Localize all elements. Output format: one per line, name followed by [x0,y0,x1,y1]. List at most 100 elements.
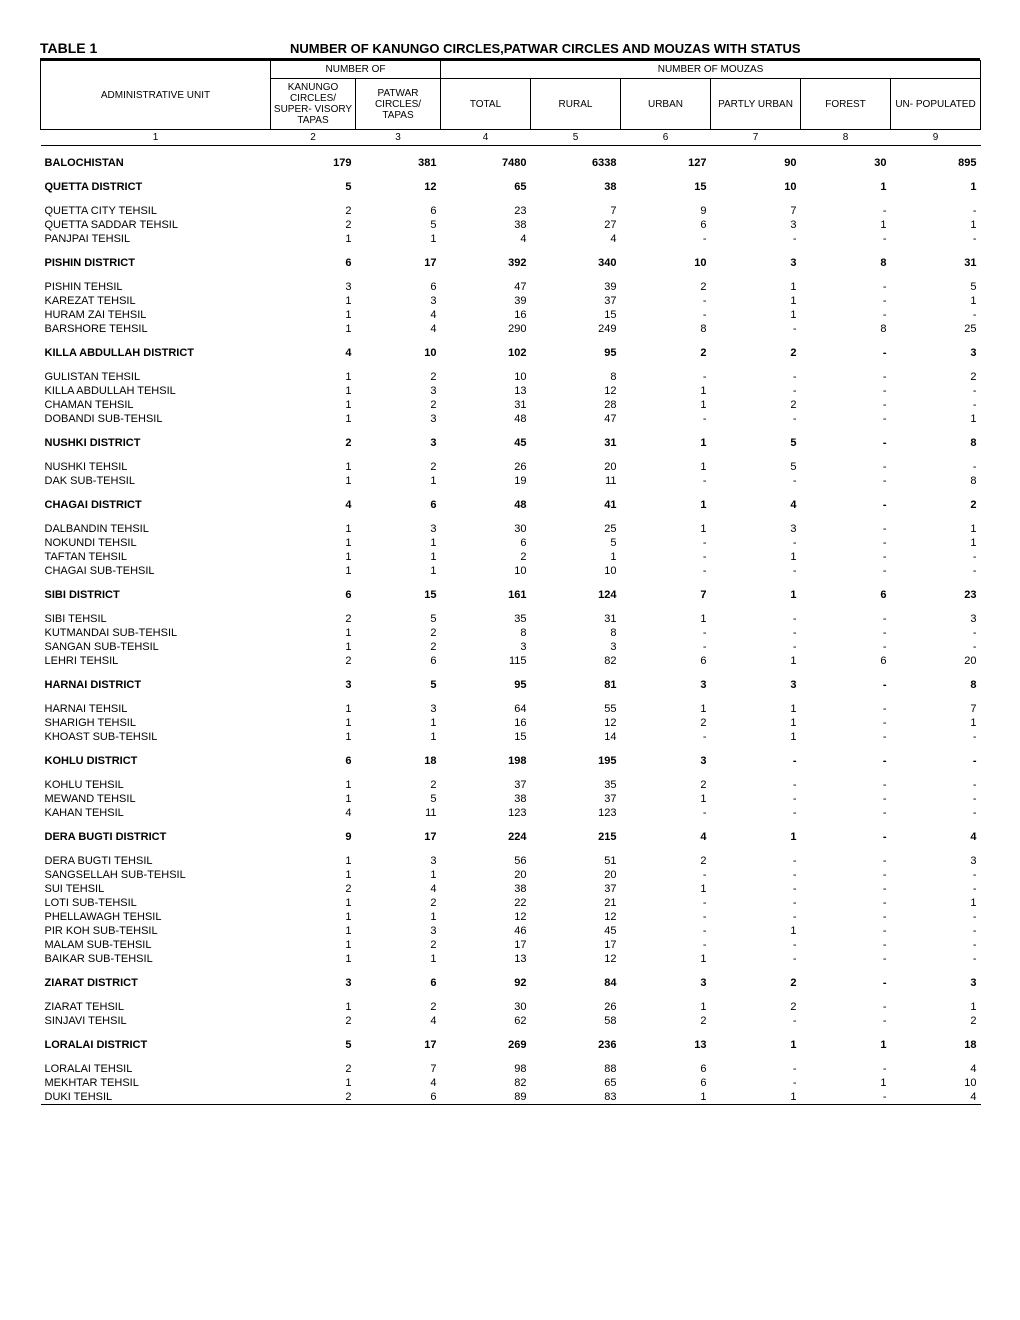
value-cell: 381 [356,156,441,170]
value-cell: 4 [891,1062,981,1076]
value-cell: 37 [531,882,621,896]
table-row [41,602,981,612]
value-cell: 1 [271,640,356,654]
value-cell: - [711,1076,801,1090]
value-cell: 5 [711,436,801,450]
value-cell: - [711,1062,801,1076]
value-cell: 2 [271,436,356,450]
table-row: KUTMANDAI SUB-TEHSIL1288---- [41,626,981,640]
col-unpop: UN- POPULATED [891,79,981,130]
spacer-cell [41,270,981,280]
value-cell: 3 [891,612,981,626]
value-cell: 1 [711,550,801,564]
unit-cell: KAHAN TEHSIL [41,806,271,820]
value-cell: 38 [531,180,621,194]
value-cell: 35 [441,612,531,626]
value-cell: - [621,232,711,246]
table-row: SIBI DISTRICT61516112471623 [41,588,981,602]
table-row: SANGSELLAH SUB-TEHSIL112020---- [41,868,981,882]
value-cell: 2 [356,778,441,792]
value-cell: 15 [441,730,531,744]
spacer-cell [41,602,981,612]
value-cell: 1 [801,1038,891,1052]
value-cell: 1 [891,536,981,550]
table-row: LEHRI TEHSIL261158261620 [41,654,981,668]
value-cell: 1 [356,550,441,564]
table-row: PANJPAI TEHSIL1144---- [41,232,981,246]
value-cell: 38 [441,792,531,806]
unit-cell: KOHLU TEHSIL [41,778,271,792]
value-cell: - [621,868,711,882]
value-cell: 10 [441,564,531,578]
value-cell: 26 [441,460,531,474]
value-cell: 5 [271,1038,356,1052]
value-cell: 10 [891,1076,981,1090]
colnum-8: 8 [801,130,891,146]
table-row: MALAM SUB-TEHSIL121717---- [41,938,981,952]
table-row: HARNAI DISTRICT35958133-8 [41,678,981,692]
value-cell: 95 [531,346,621,360]
value-cell: 895 [891,156,981,170]
unit-cell: DERA BUGTI DISTRICT [41,830,271,844]
unit-cell: HURAM ZAI TEHSIL [41,308,271,322]
unit-cell: QUETTA CITY TEHSIL [41,204,271,218]
table-row [41,426,981,436]
table-row: KILLA ABDULLAH TEHSIL1313121--- [41,384,981,398]
value-cell: 3 [356,384,441,398]
table-row: SUI TEHSIL2438371--- [41,882,981,896]
spacer-cell [41,488,981,498]
value-cell: 82 [441,1076,531,1090]
table-row [41,146,981,157]
value-cell: 31 [891,256,981,270]
value-cell: 2 [711,346,801,360]
value-cell: 4 [271,806,356,820]
value-cell: 1 [711,294,801,308]
unit-cell: SANGAN SUB-TEHSIL [41,640,271,654]
unit-cell: TAFTAN TEHSIL [41,550,271,564]
value-cell: 8 [621,322,711,336]
value-cell: - [801,976,891,990]
table-row [41,270,981,280]
value-cell: - [801,716,891,730]
value-cell: - [801,882,891,896]
value-cell: 3 [711,522,801,536]
value-cell: 198 [441,754,531,768]
value-cell: - [891,204,981,218]
table-row: GULISTAN TEHSIL12108---2 [41,370,981,384]
value-cell: 7 [356,1062,441,1076]
value-cell: 1 [891,896,981,910]
value-cell: - [891,640,981,654]
value-cell: 124 [531,588,621,602]
spacer-cell [41,1028,981,1038]
value-cell: 9 [271,830,356,844]
value-cell: - [891,384,981,398]
value-cell: 161 [441,588,531,602]
value-cell: 1 [801,180,891,194]
value-cell: - [711,412,801,426]
table-row [41,170,981,180]
value-cell: 15 [356,588,441,602]
value-cell: 1 [271,924,356,938]
value-cell: 1 [891,412,981,426]
table-row [41,578,981,588]
unit-cell: NUSHKI TEHSIL [41,460,271,474]
spacer-cell [41,146,981,157]
value-cell: 9 [621,204,711,218]
value-cell: - [891,460,981,474]
value-cell: - [711,232,801,246]
column-number-row: 1 2 3 4 5 6 7 8 9 [41,130,981,146]
value-cell: 25 [891,322,981,336]
colnum-4: 4 [441,130,531,146]
value-cell: 45 [531,924,621,938]
value-cell: 2 [891,498,981,512]
table-row [41,1028,981,1038]
value-cell: 12 [531,952,621,966]
value-cell: 88 [531,1062,621,1076]
table-head: ADMINISTRATIVE UNIT NUMBER OF NUMBER OF … [41,61,981,146]
value-cell: 4 [356,308,441,322]
value-cell: - [711,640,801,654]
table-row: ZIARAT DISTRICT36928432-3 [41,976,981,990]
table-row [41,990,981,1000]
value-cell: - [801,626,891,640]
value-cell: 1 [891,218,981,232]
